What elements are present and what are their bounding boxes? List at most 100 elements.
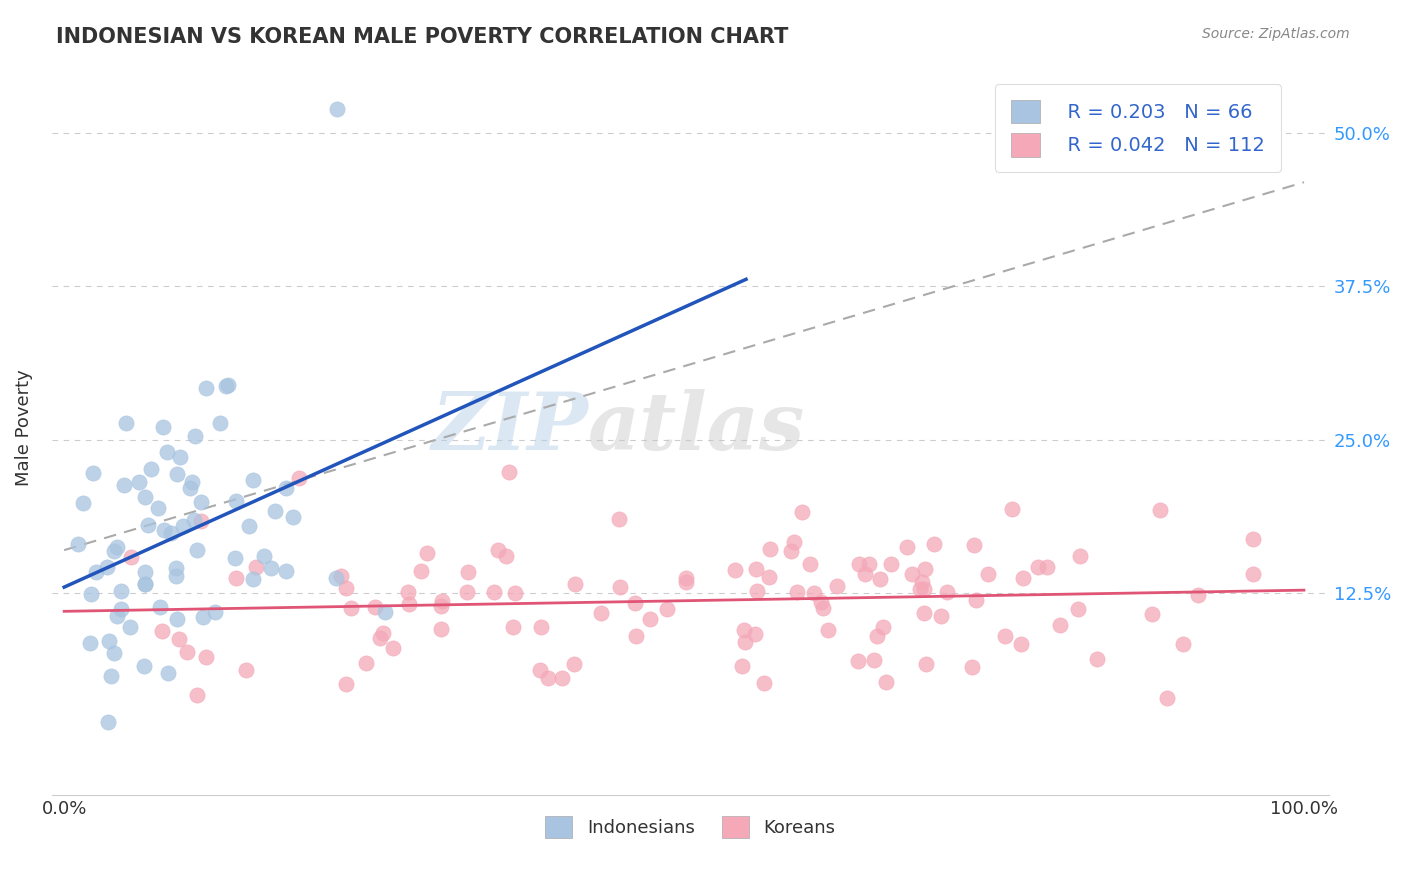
- Point: [134, 576, 156, 591]
- Point: [146, 501, 169, 516]
- Point: [1010, 637, 1032, 651]
- Point: [495, 549, 517, 564]
- Point: [744, 627, 766, 641]
- Point: [190, 494, 212, 508]
- Point: [110, 584, 132, 599]
- Point: [103, 544, 125, 558]
- Point: [624, 629, 647, 643]
- Point: [875, 675, 897, 690]
- Point: [551, 671, 574, 685]
- Point: [72, 496, 94, 510]
- Point: [224, 551, 246, 566]
- Point: [80, 587, 103, 601]
- Point: [120, 549, 142, 564]
- Point: [194, 650, 217, 665]
- Point: [245, 560, 267, 574]
- Point: [153, 523, 176, 537]
- Point: [167, 632, 190, 646]
- Point: [382, 640, 405, 655]
- Text: INDONESIAN VS KOREAN MALE POVERTY CORRELATION CHART: INDONESIAN VS KOREAN MALE POVERTY CORREL…: [56, 27, 789, 46]
- Point: [134, 490, 156, 504]
- Point: [908, 582, 931, 596]
- Point: [529, 664, 551, 678]
- Point: [609, 580, 631, 594]
- Point: [591, 606, 613, 620]
- Point: [1156, 691, 1178, 706]
- Point: [100, 669, 122, 683]
- Point: [105, 609, 128, 624]
- Point: [326, 102, 349, 116]
- Point: [848, 557, 870, 571]
- Point: [482, 585, 505, 599]
- Point: [863, 653, 886, 667]
- Point: [977, 567, 1000, 582]
- Point: [745, 583, 768, 598]
- Point: [430, 599, 453, 613]
- Point: [1187, 588, 1209, 602]
- Point: [759, 541, 782, 556]
- Legend: Indonesians, Koreans: Indonesians, Koreans: [538, 809, 842, 846]
- Point: [166, 612, 188, 626]
- Point: [858, 558, 880, 572]
- Point: [165, 569, 187, 583]
- Point: [783, 535, 806, 549]
- Point: [157, 666, 180, 681]
- Point: [827, 579, 849, 593]
- Point: [169, 450, 191, 464]
- Point: [657, 602, 679, 616]
- Point: [274, 481, 297, 495]
- Point: [914, 582, 936, 596]
- Point: [786, 585, 808, 599]
- Point: [623, 596, 645, 610]
- Point: [149, 599, 172, 614]
- Point: [411, 565, 433, 579]
- Point: [1049, 617, 1071, 632]
- Point: [180, 475, 202, 489]
- Point: [183, 513, 205, 527]
- Point: [1069, 549, 1091, 563]
- Point: [733, 624, 755, 638]
- Point: [288, 471, 311, 485]
- Point: [963, 538, 986, 552]
- Point: [235, 663, 257, 677]
- Point: [364, 600, 387, 615]
- Point: [225, 572, 247, 586]
- Point: [536, 671, 558, 685]
- Point: [731, 658, 754, 673]
- Point: [396, 585, 419, 599]
- Point: [724, 563, 747, 577]
- Point: [179, 481, 201, 495]
- Text: ZIP: ZIP: [432, 389, 588, 467]
- Point: [159, 526, 181, 541]
- Point: [152, 420, 174, 434]
- Point: [929, 608, 952, 623]
- Point: [869, 572, 891, 586]
- Point: [139, 462, 162, 476]
- Point: [136, 517, 159, 532]
- Point: [754, 676, 776, 690]
- Point: [276, 564, 298, 578]
- Point: [502, 620, 524, 634]
- Point: [817, 623, 839, 637]
- Point: [811, 601, 834, 615]
- Point: [166, 467, 188, 481]
- Point: [186, 543, 208, 558]
- Point: [880, 557, 903, 571]
- Point: [118, 620, 141, 634]
- Point: [922, 537, 945, 551]
- Point: [675, 571, 697, 585]
- Point: [132, 659, 155, 673]
- Point: [225, 494, 247, 508]
- Point: [846, 655, 869, 669]
- Point: [1243, 532, 1265, 546]
- Point: [1149, 503, 1171, 517]
- Point: [208, 417, 231, 431]
- Point: [745, 562, 768, 576]
- Point: [112, 478, 135, 492]
- Point: [96, 560, 118, 574]
- Point: [1028, 559, 1050, 574]
- Point: [79, 636, 101, 650]
- Point: [325, 571, 347, 585]
- Point: [176, 645, 198, 659]
- Point: [456, 584, 478, 599]
